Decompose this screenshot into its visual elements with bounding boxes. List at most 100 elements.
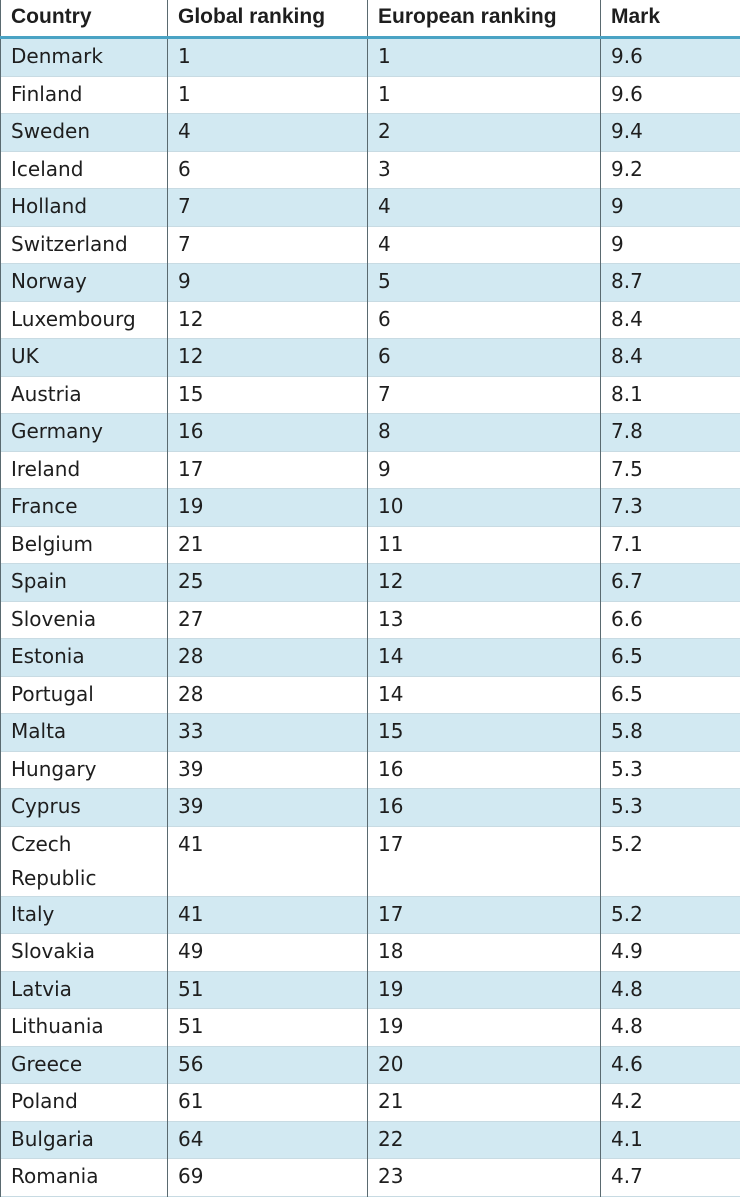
country-cell: Lithuania — [1, 1009, 168, 1047]
country-cell: Italy — [1, 896, 168, 934]
value-cell: 51 — [168, 971, 368, 1009]
value-cell: 6 — [368, 301, 601, 339]
value-cell: 64 — [168, 1121, 368, 1159]
country-cell: Germany — [1, 414, 168, 452]
value-cell: 5.3 — [601, 789, 740, 827]
value-cell: 6.7 — [601, 564, 740, 602]
country-cell: Romania — [1, 1159, 168, 1197]
value-cell: 19 — [368, 1009, 601, 1047]
value-cell: 7 — [168, 189, 368, 227]
value-cell: 1 — [168, 76, 368, 114]
value-cell: 8.4 — [601, 339, 740, 377]
value-cell: 20 — [368, 1046, 601, 1084]
value-cell: 7 — [368, 376, 601, 414]
value-cell: 6.5 — [601, 639, 740, 677]
value-cell: 9 — [368, 451, 601, 489]
value-cell: 4.8 — [601, 971, 740, 1009]
value-cell: 7.3 — [601, 489, 740, 527]
value-cell: 6 — [168, 151, 368, 189]
value-cell: 4.7 — [601, 1159, 740, 1197]
value-cell: 28 — [168, 639, 368, 677]
country-cell: Spain — [1, 564, 168, 602]
value-cell: 5 — [368, 264, 601, 302]
value-cell: 41 — [168, 896, 368, 934]
value-cell: 1 — [368, 76, 601, 114]
value-cell: 4.1 — [601, 1121, 740, 1159]
value-cell: 9 — [601, 226, 740, 264]
value-cell: 19 — [168, 489, 368, 527]
country-cell: Finland — [1, 76, 168, 114]
country-cell: Sweden — [1, 114, 168, 152]
value-cell: 16 — [368, 789, 601, 827]
value-cell: 7 — [168, 226, 368, 264]
value-cell: 69 — [168, 1159, 368, 1197]
value-cell: 5.8 — [601, 714, 740, 752]
value-cell: 6.5 — [601, 676, 740, 714]
value-cell: 9 — [168, 264, 368, 302]
country-cell: Austria — [1, 376, 168, 414]
value-cell: 18 — [368, 934, 601, 972]
country-cell: Holland — [1, 189, 168, 227]
value-cell: 17 — [368, 826, 601, 896]
value-cell: 4 — [168, 114, 368, 152]
value-cell: 4.6 — [601, 1046, 740, 1084]
value-cell: 27 — [168, 601, 368, 639]
value-cell: 9.4 — [601, 114, 740, 152]
country-cell: Malta — [1, 714, 168, 752]
value-cell: 1 — [168, 38, 368, 77]
value-cell: 3 — [368, 151, 601, 189]
value-cell: 2 — [368, 114, 601, 152]
value-cell: 7.1 — [601, 526, 740, 564]
value-cell: 9.2 — [601, 151, 740, 189]
value-cell: 21 — [368, 1084, 601, 1122]
value-cell: 15 — [368, 714, 601, 752]
value-cell: 56 — [168, 1046, 368, 1084]
value-cell: 8 — [368, 414, 601, 452]
value-cell: 61 — [168, 1084, 368, 1122]
value-cell: 6.6 — [601, 601, 740, 639]
country-cell: Ireland — [1, 451, 168, 489]
value-cell: 5.2 — [601, 826, 740, 896]
value-cell: 8.7 — [601, 264, 740, 302]
value-cell: 1 — [368, 38, 601, 77]
value-cell: 8.1 — [601, 376, 740, 414]
value-cell: 7.8 — [601, 414, 740, 452]
value-cell: 4.2 — [601, 1084, 740, 1122]
column-header: Mark — [601, 0, 740, 38]
country-cell: Slovakia — [1, 934, 168, 972]
value-cell: 15 — [168, 376, 368, 414]
value-cell: 4.9 — [601, 934, 740, 972]
value-cell: 11 — [368, 526, 601, 564]
value-cell: 51 — [168, 1009, 368, 1047]
value-cell: 14 — [368, 676, 601, 714]
country-cell: Greece — [1, 1046, 168, 1084]
value-cell: 19 — [368, 971, 601, 1009]
value-cell: 23 — [368, 1159, 601, 1197]
column-header: Global ranking — [168, 0, 368, 38]
country-cell: Czech Republic — [1, 826, 168, 896]
country-cell: Luxembourg — [1, 301, 168, 339]
